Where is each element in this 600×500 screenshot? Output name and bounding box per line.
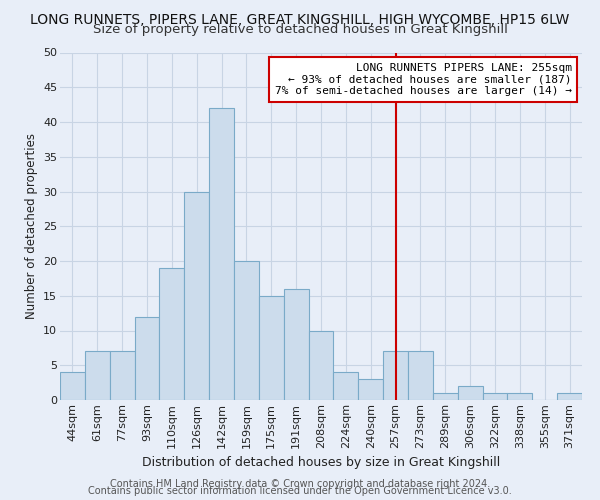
Bar: [458, 386, 482, 400]
Bar: [184, 192, 209, 400]
X-axis label: Distribution of detached houses by size in Great Kingshill: Distribution of detached houses by size …: [142, 456, 500, 469]
Bar: [358, 379, 383, 400]
Bar: [134, 316, 160, 400]
Bar: [334, 372, 358, 400]
Bar: [284, 289, 308, 400]
Bar: [433, 393, 458, 400]
Bar: [234, 261, 259, 400]
Bar: [85, 352, 110, 400]
Text: Size of property relative to detached houses in Great Kingshill: Size of property relative to detached ho…: [92, 22, 508, 36]
Bar: [482, 393, 508, 400]
Bar: [308, 330, 334, 400]
Y-axis label: Number of detached properties: Number of detached properties: [25, 133, 38, 320]
Bar: [259, 296, 284, 400]
Text: LONG RUNNETS, PIPERS LANE, GREAT KINGSHILL, HIGH WYCOMBE, HP15 6LW: LONG RUNNETS, PIPERS LANE, GREAT KINGSHI…: [31, 12, 569, 26]
Bar: [508, 393, 532, 400]
Bar: [209, 108, 234, 400]
Bar: [60, 372, 85, 400]
Bar: [110, 352, 134, 400]
Text: LONG RUNNETS PIPERS LANE: 255sqm
← 93% of detached houses are smaller (187)
7% o: LONG RUNNETS PIPERS LANE: 255sqm ← 93% o…: [275, 63, 572, 96]
Bar: [160, 268, 184, 400]
Bar: [383, 352, 408, 400]
Text: Contains public sector information licensed under the Open Government Licence v3: Contains public sector information licen…: [88, 486, 512, 496]
Bar: [408, 352, 433, 400]
Text: Contains HM Land Registry data © Crown copyright and database right 2024.: Contains HM Land Registry data © Crown c…: [110, 479, 490, 489]
Bar: [557, 393, 582, 400]
